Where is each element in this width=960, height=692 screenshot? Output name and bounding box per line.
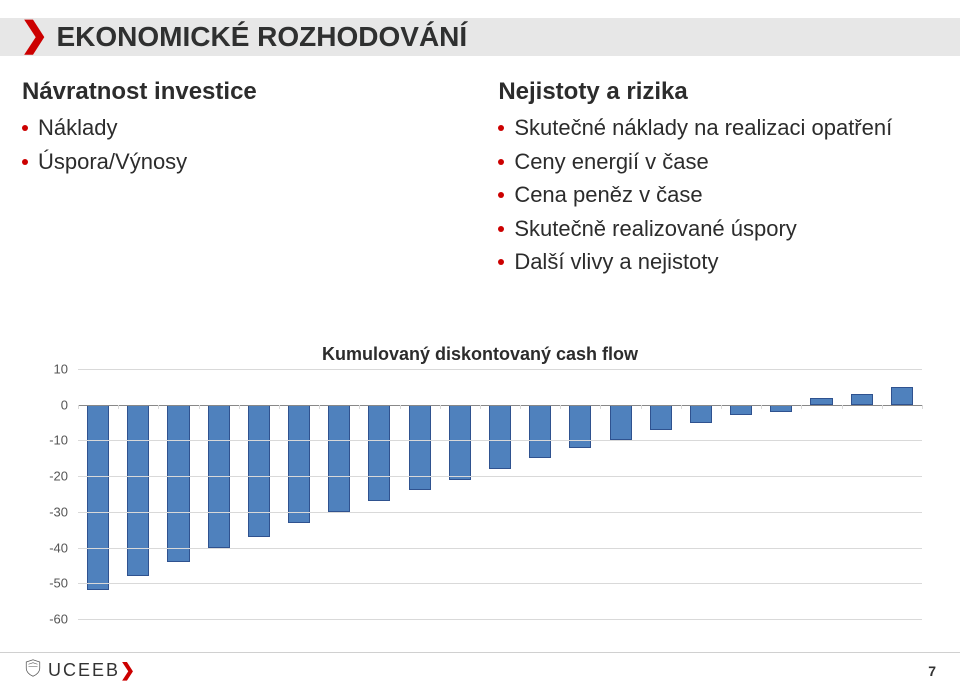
chart-x-tick <box>118 405 119 409</box>
left-list-item-label: Náklady <box>38 114 117 142</box>
left-list-item-label: Úspora/Výnosy <box>38 148 187 176</box>
footer: UCEEB❯ 7 <box>0 652 960 682</box>
bullet-dot-icon <box>498 226 504 232</box>
chart-bar <box>770 405 792 412</box>
left-list-item: Náklady <box>22 114 498 142</box>
chart-y-tick-label: -60 <box>49 612 68 627</box>
chart-y-tick-label: -40 <box>49 540 68 555</box>
chart-bar <box>167 405 189 562</box>
chart-x-tick <box>922 405 923 409</box>
chart-y-tick-label: -20 <box>49 469 68 484</box>
chart-gridline <box>78 512 922 513</box>
chart-x-tick <box>359 405 360 409</box>
bullet-dot-icon <box>22 159 28 165</box>
chart-y-tick-label: 10 <box>54 362 68 377</box>
chart-bar <box>87 405 109 591</box>
right-column: Nejistoty a rizika Skutečné náklady na r… <box>498 78 938 282</box>
chart-y-tick-label: -50 <box>49 576 68 591</box>
chart-y-tick-label: -10 <box>49 433 68 448</box>
chart-x-tick <box>681 405 682 409</box>
chart-bar <box>610 405 632 441</box>
right-list-item: Další vlivy a nejistoty <box>498 248 938 276</box>
chart-x-tick <box>480 405 481 409</box>
chart-bar <box>328 405 350 512</box>
chart-bar <box>127 405 149 576</box>
left-list-item: Úspora/Výnosy <box>22 148 498 176</box>
right-list-item: Skutečně realizované úspory <box>498 215 938 243</box>
chart-x-tick <box>279 405 280 409</box>
chart-bar <box>409 405 431 491</box>
cashflow-chart: Kumulovaný diskontovaný cash flow 10 0 -10… <box>30 344 930 624</box>
chart-x-tick <box>761 405 762 409</box>
right-list-item-label: Ceny energií v čase <box>514 148 708 176</box>
chart-bar <box>690 405 712 423</box>
chart-y-tick-label: 0 <box>61 397 68 412</box>
right-list-item-label: Další vlivy a nejistoty <box>514 248 718 276</box>
chart-gridline <box>78 476 922 477</box>
bullet-dot-icon <box>498 125 504 131</box>
chart-x-tick <box>239 405 240 409</box>
chart-x-tick <box>560 405 561 409</box>
chart-bar <box>529 405 551 459</box>
chart-bar <box>368 405 390 501</box>
chart-x-tick <box>842 405 843 409</box>
right-list-item-label: Cena peněz v čase <box>514 181 702 209</box>
footer-logo: UCEEB❯ <box>24 659 137 682</box>
chart-gridline <box>78 548 922 549</box>
right-list-item-label: Skutečně realizované úspory <box>514 215 797 243</box>
bullet-dot-icon <box>498 259 504 265</box>
content-columns: Návratnost investice Náklady Úspora/Výnos… <box>22 78 938 282</box>
chart-plot-region <box>78 369 922 619</box>
chart-bar <box>288 405 310 523</box>
right-heading: Nejistoty a rizika <box>498 78 938 106</box>
footer-logo-text: UCEEB❯ <box>48 660 137 681</box>
chart-gridline <box>78 583 922 584</box>
bullet-dot-icon <box>22 125 28 131</box>
left-heading: Návratnost investice <box>22 78 498 106</box>
right-list-item: Skutečné náklady na realizaci opatření <box>498 114 938 142</box>
chart-bar <box>650 405 672 430</box>
chart-x-tick <box>721 405 722 409</box>
chart-x-tick <box>801 405 802 409</box>
chart-title: Kumulovaný diskontovaný cash flow <box>30 344 930 365</box>
chart-bar <box>851 394 873 405</box>
chart-gridline <box>78 405 922 406</box>
chart-x-tick <box>520 405 521 409</box>
chart-x-tick <box>78 405 79 409</box>
chart-x-tick <box>400 405 401 409</box>
chart-gridline <box>78 369 922 370</box>
bullet-dot-icon <box>498 192 504 198</box>
title-band: ❯ EKONOMICKÉ ROZHODOVÁNÍ <box>0 18 960 56</box>
chart-x-tick <box>440 405 441 409</box>
title-bullet-icon: ❯ <box>20 18 49 52</box>
crest-icon <box>24 659 42 682</box>
bullet-dot-icon <box>498 159 504 165</box>
chart-bar <box>730 405 752 416</box>
chart-bar <box>810 398 832 405</box>
chart-bar <box>248 405 270 537</box>
chart-x-tick <box>641 405 642 409</box>
chart-x-tick <box>319 405 320 409</box>
chart-x-tick <box>158 405 159 409</box>
chart-x-tick <box>882 405 883 409</box>
page-title: EKONOMICKÉ ROZHODOVÁNÍ <box>57 21 468 53</box>
left-column: Návratnost investice Náklady Úspora/Výnos… <box>22 78 498 282</box>
right-list-item-label: Skutečné náklady na realizaci opatření <box>514 114 892 142</box>
chart-bar <box>891 387 913 405</box>
right-list-item: Ceny energií v čase <box>498 148 938 176</box>
chart-x-tick <box>600 405 601 409</box>
chart-plot: 100-10-20-30-40-50-60 <box>30 369 930 619</box>
chart-gridline <box>78 440 922 441</box>
chart-y-tick-label: -30 <box>49 504 68 519</box>
chart-gridline <box>78 619 922 620</box>
right-list-item: Cena peněz v čase <box>498 181 938 209</box>
chart-x-tick <box>199 405 200 409</box>
chart-bar <box>449 405 471 480</box>
chart-y-axis-labels: 100-10-20-30-40-50-60 <box>30 369 74 619</box>
page-number: 7 <box>928 663 936 679</box>
chart-bar <box>489 405 511 469</box>
